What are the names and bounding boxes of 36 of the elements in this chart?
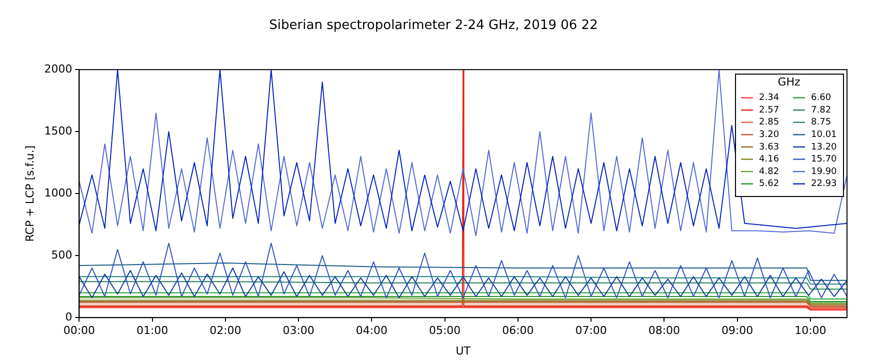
legend-label: 3.63 xyxy=(759,142,780,152)
legend-label: 22.93 xyxy=(811,179,837,190)
legend-title: GHz xyxy=(778,75,801,88)
legend-label: 19.90 xyxy=(811,166,838,177)
legend-label: 2.34 xyxy=(759,93,780,104)
legend-label: 13.20 xyxy=(811,142,838,152)
x-tick-label: 03:00 xyxy=(282,324,314,338)
legend-label: 5.62 xyxy=(759,179,780,190)
x-tick-label: 02:00 xyxy=(210,324,242,338)
y-tick-label: 1000 xyxy=(44,186,72,200)
y-tick-label: 2000 xyxy=(44,62,72,76)
legend-label: 3.20 xyxy=(759,130,780,140)
legend-label: 7.82 xyxy=(811,105,832,116)
x-tick-label: 09:00 xyxy=(721,324,754,338)
x-tick-label: 04:00 xyxy=(356,324,388,338)
x-tick-label: 06:00 xyxy=(502,324,534,338)
legend-label: 4.16 xyxy=(759,154,780,165)
legend-label: 4.82 xyxy=(759,166,780,177)
x-tick-label: 10:00 xyxy=(794,324,826,338)
legend-label: 10.01 xyxy=(811,130,837,140)
x-tick-label: 05:00 xyxy=(428,324,461,338)
x-tick-label: 00:00 xyxy=(63,324,96,338)
x-tick-label: 08:00 xyxy=(648,324,680,338)
x-axis-title: UT xyxy=(456,344,471,358)
legend-label: 2.57 xyxy=(759,105,780,116)
x-tick-label: 07:00 xyxy=(575,324,607,338)
chart-title: Siberian spectropolarimeter 2-24 GHz, 2019 06 22 xyxy=(269,18,598,34)
y-tick-label: 0 xyxy=(65,310,72,324)
legend-label: 15.70 xyxy=(811,154,838,165)
legend-label: 6.60 xyxy=(811,93,832,104)
y-axis-title: RCP + LCP [s.f.u.] xyxy=(23,145,36,242)
y-tick-label: 500 xyxy=(51,248,72,262)
legend-label: 2.85 xyxy=(759,118,780,128)
legend-label: 8.75 xyxy=(811,118,832,128)
y-tick-label: 1500 xyxy=(44,124,72,138)
x-tick-label: 01:00 xyxy=(136,324,168,338)
